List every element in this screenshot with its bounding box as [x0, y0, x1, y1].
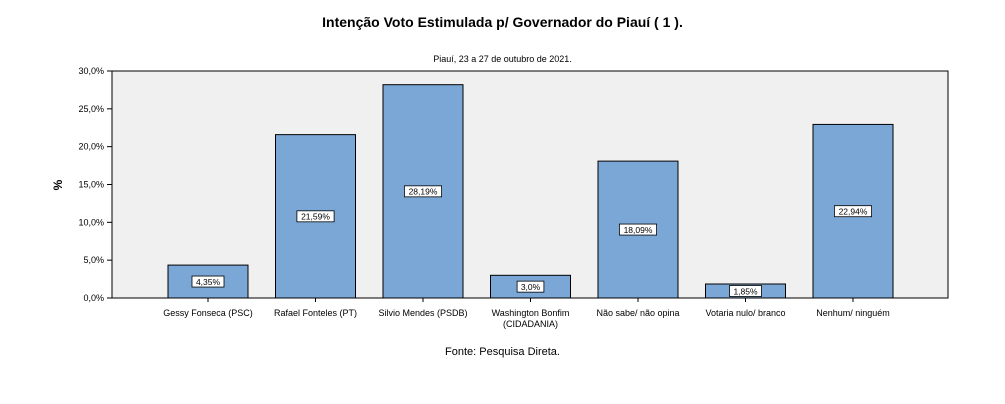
- data-label: 18,09%: [624, 225, 653, 235]
- y-tick-label: 10,0%: [78, 217, 104, 227]
- data-label-box: [403, 185, 442, 198]
- data-label-box: [191, 275, 225, 288]
- x-tick-label: Washington Bonfim (CIDADANIA): [492, 308, 570, 329]
- x-axis: Gessy Fonseca (PSC) Rafael Fonteles (PT) S…: [163, 298, 890, 329]
- data-label-box: [729, 285, 762, 297]
- chart-source: Fonte: Pesquisa Direta.: [445, 346, 560, 358]
- data-label-box: [296, 210, 335, 223]
- data-label: 21,59%: [301, 212, 330, 222]
- data-label: 22,94%: [839, 207, 868, 217]
- y-tick-label: 5,0%: [83, 255, 104, 265]
- data-label: 4,35%: [196, 277, 221, 287]
- x-tick-label: Não sabe/ não opina: [596, 308, 679, 318]
- data-label-box: [516, 280, 545, 293]
- bars: 4,35% 21,59% 28,19% 3,0% 18,09% 1,85% 22,94%: [167, 84, 894, 299]
- y-axis-label: %: [51, 179, 65, 190]
- y-tick-label: 0,0%: [83, 293, 104, 303]
- x-tick-label: Silvio Mendes (PSDB): [378, 308, 467, 318]
- y-axis: 0,0% 5,0% 10,0% 15,0% 20,0% 25,0% 30,0%: [78, 66, 112, 303]
- data-label-box: [834, 205, 873, 218]
- y-tick-label: 20,0%: [78, 142, 104, 152]
- chart-subtitle: Piauí, 23 a 27 de outubro de 2021.: [433, 54, 572, 64]
- y-tick-label: 15,0%: [78, 180, 104, 190]
- data-label: 3,0%: [521, 282, 541, 292]
- chart-title: Intenção Voto Estimulada p/ Governador d…: [322, 14, 683, 30]
- y-tick-label: 30,0%: [78, 66, 104, 76]
- data-label: 28,19%: [409, 187, 438, 197]
- y-tick-label: 25,0%: [78, 104, 104, 114]
- x-tick-label: Votaria nulo/ branco: [705, 308, 785, 318]
- data-label-box: [619, 223, 658, 236]
- x-tick-label: Rafael Fonteles (PT): [274, 308, 357, 318]
- data-label: 1,85%: [733, 286, 758, 296]
- x-tick-label: Gessy Fonseca (PSC): [163, 308, 253, 318]
- x-tick-label: Nenhum/ ninguém: [816, 308, 890, 318]
